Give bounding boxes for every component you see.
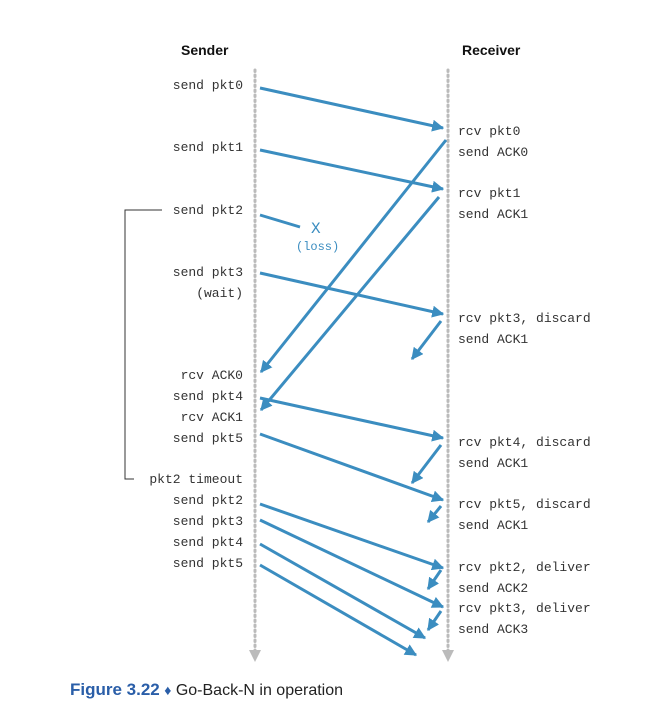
loss-x-mark: X xyxy=(311,220,321,238)
sender-event-label: send pkt2 xyxy=(172,203,243,218)
loss-mark xyxy=(259,213,301,229)
sender-event-label: pkt2 timeout xyxy=(149,472,243,487)
packet-arrow xyxy=(259,148,445,193)
receiver-event-label: send ACK2 xyxy=(458,581,529,596)
loss-label: (loss) xyxy=(296,240,340,254)
ack-arrow xyxy=(259,139,448,373)
sender-event-label: rcv ACK0 xyxy=(180,368,243,383)
ack-arrow xyxy=(426,505,443,523)
packet-arrow xyxy=(259,432,445,502)
receiver-event-label: rcv pkt1 xyxy=(458,186,521,201)
receiver-event-label: rcv pkt0 xyxy=(458,124,521,139)
receiver-event-label: rcv pkt3, deliver xyxy=(458,601,591,616)
packet-arrow xyxy=(259,542,427,640)
sender-event-label: send pkt4 xyxy=(172,535,243,550)
sender-event-label: rcv ACK1 xyxy=(180,410,243,425)
sender-event-label: send pkt3 xyxy=(172,265,243,280)
sender-event-label: send pkt2 xyxy=(172,493,243,508)
receiver-event-label: rcv pkt3, discard xyxy=(458,311,591,326)
sender-event-label: send pkt3 xyxy=(172,514,243,529)
receiver-title: Receiver xyxy=(462,42,521,58)
figure-number: Figure 3.22 xyxy=(70,680,160,699)
sender-event-label: send pkt0 xyxy=(172,78,243,93)
packet-arrow xyxy=(259,396,445,442)
sender-title: Sender xyxy=(181,42,229,58)
lost-packet-line xyxy=(259,213,301,229)
caption-text: Go-Back-N in operation xyxy=(175,682,344,699)
sender-event-label: send pkt5 xyxy=(172,431,243,446)
sender-event-label: send pkt5 xyxy=(172,556,243,571)
packet-arrow xyxy=(259,502,445,571)
ack-arrow xyxy=(410,444,443,484)
message-arrows xyxy=(259,86,448,657)
packet-arrow xyxy=(259,518,445,609)
receiver-event-label: send ACK1 xyxy=(458,332,529,347)
sender-event-label: (wait) xyxy=(196,286,243,301)
receiver-event-label: send ACK1 xyxy=(458,518,529,533)
packet-arrow xyxy=(259,86,445,132)
packet-arrow xyxy=(259,271,445,318)
receiver-event-label: rcv pkt4, discard xyxy=(458,435,591,450)
figure-caption: Figure 3.22 ♦ Go-Back-N in operation xyxy=(70,680,343,700)
packet-arrow xyxy=(259,563,418,657)
sender-event-label: send pkt1 xyxy=(172,140,243,155)
receiver-event-label: send ACK0 xyxy=(458,145,529,160)
timeout-bracket xyxy=(124,209,162,480)
receiver-event-label: rcv pkt2, deliver xyxy=(458,560,591,575)
ack-arrow xyxy=(410,320,443,360)
sender-event-label: send pkt4 xyxy=(172,389,243,404)
ack-arrow xyxy=(259,196,441,411)
receiver-event-label: send ACK1 xyxy=(458,456,529,471)
ack-arrow xyxy=(426,610,443,631)
ack-arrow xyxy=(426,569,443,590)
caption-separator: ♦ xyxy=(164,682,172,698)
receiver-event-label: send ACK3 xyxy=(458,622,529,637)
receiver-event-label: rcv pkt5, discard xyxy=(458,497,591,512)
receiver-event-label: send ACK1 xyxy=(458,207,529,222)
